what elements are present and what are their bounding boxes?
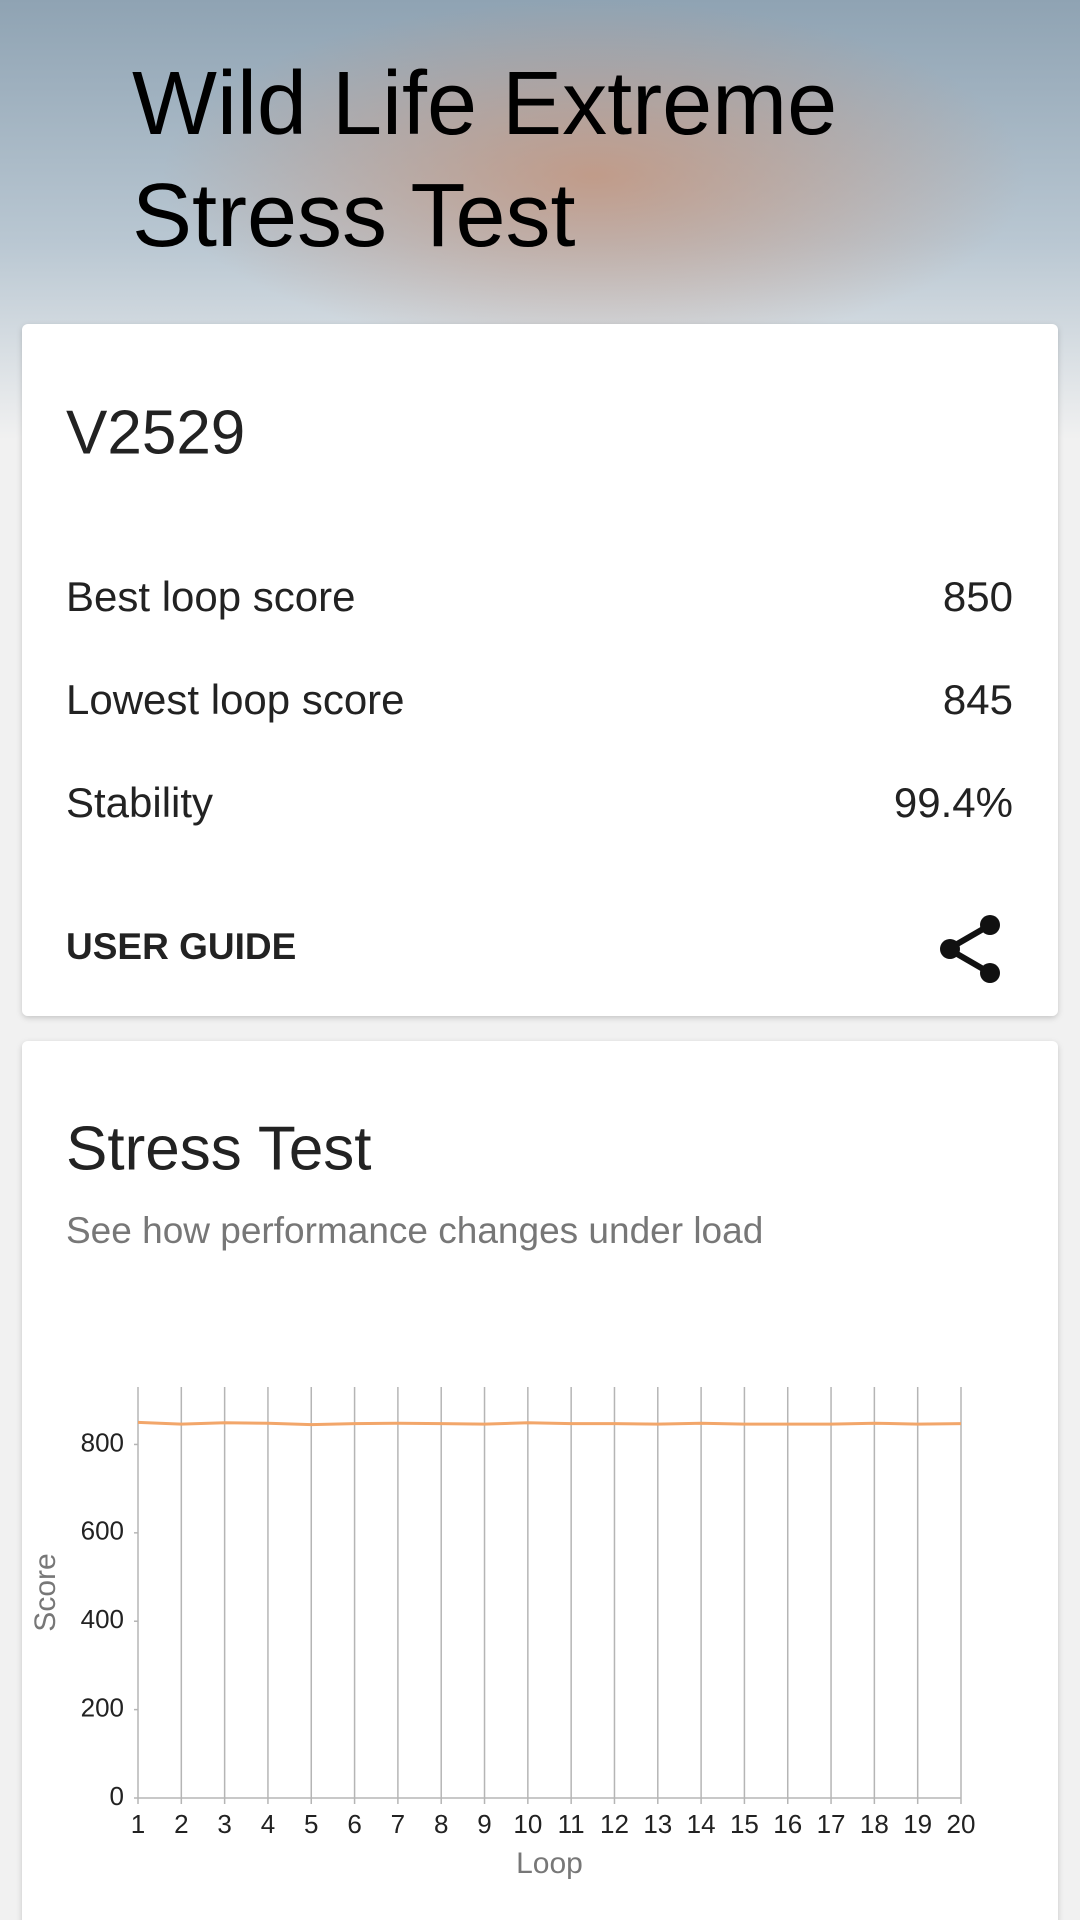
y-tick-label: 600 <box>81 1516 124 1546</box>
x-tick-label: 16 <box>773 1809 802 1839</box>
x-tick-label: 5 <box>304 1809 318 1839</box>
x-tick-label: 14 <box>687 1809 716 1839</box>
x-tick-label: 9 <box>477 1809 491 1839</box>
row-label: Lowest loop score <box>66 676 405 723</box>
device-name: V2529 <box>66 398 245 467</box>
x-tick-label: 6 <box>347 1809 361 1839</box>
x-tick-label: 3 <box>217 1809 231 1839</box>
x-tick-label: 2 <box>174 1809 188 1839</box>
x-tick-label: 18 <box>860 1809 889 1839</box>
stress-subtitle: See how performance changes under load <box>66 1210 763 1251</box>
y-tick-label: 800 <box>81 1427 124 1457</box>
x-tick-label: 12 <box>600 1809 629 1839</box>
share-button[interactable] <box>940 915 1000 983</box>
row-value: 99.4% <box>894 779 1013 826</box>
x-tick-label: 19 <box>903 1809 932 1839</box>
row-label: Stability <box>66 779 213 826</box>
row-label: Best loop score <box>66 573 356 620</box>
x-tick-label: 10 <box>513 1809 542 1839</box>
stress-title: Stress Test <box>66 1114 372 1183</box>
y-tick-label: 200 <box>81 1692 124 1722</box>
y-axis-label: Score <box>29 1553 62 1631</box>
x-tick-label: 4 <box>261 1809 275 1839</box>
x-tick-label: 17 <box>817 1809 846 1839</box>
chart: 1 2 3 4 5 6 7 8 9 10 11 12 13 14 15 16 17 18 19 20020040060… <box>29 1387 976 1880</box>
x-axis-label: Loop <box>516 1847 583 1880</box>
row-value: 845 <box>943 676 1013 723</box>
y-tick-label: 0 <box>110 1781 124 1811</box>
x-tick-label: 8 <box>434 1809 448 1839</box>
y-tick-label: 400 <box>81 1604 124 1634</box>
row-value: 850 <box>943 573 1013 620</box>
header-title: Wild Life Extreme <box>132 54 837 154</box>
series-line <box>137 1420 962 1427</box>
x-tick-label: 7 <box>391 1809 405 1839</box>
header-title: Stress Test <box>132 166 576 266</box>
x-tick-label: 1 <box>131 1809 145 1839</box>
bottom-tabs <box>88 1908 976 1920</box>
result-card <box>22 324 1058 1016</box>
stress-card <box>22 1041 1058 1920</box>
x-tick-label: 15 <box>730 1809 759 1839</box>
user-guide-button[interactable]: USER GUIDE <box>66 926 296 967</box>
x-tick-label: 13 <box>643 1809 672 1839</box>
x-tick-label: 20 <box>947 1809 976 1839</box>
x-tick-label: 11 <box>558 1809 585 1839</box>
